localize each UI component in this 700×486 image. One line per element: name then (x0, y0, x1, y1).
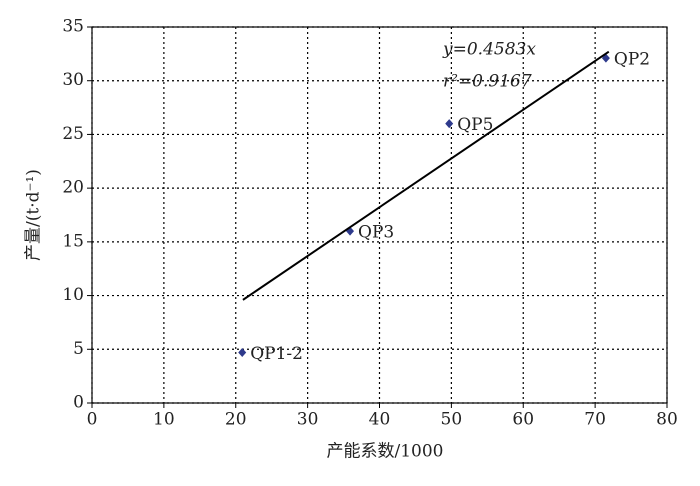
y-tick-label: 25 (62, 124, 84, 144)
x-tick-label: 80 (656, 410, 678, 430)
plot-frame (91, 26, 668, 404)
x-tick-label: 70 (584, 410, 606, 430)
point (445, 119, 454, 129)
point-label: QP2 (614, 50, 650, 70)
y-tick-label: 5 (73, 339, 84, 359)
x-axis-label: 产能系数/1000 (327, 442, 444, 462)
x-tick-label: 20 (225, 410, 247, 430)
y-tick-label: 20 (62, 178, 84, 198)
y-tick-label: 10 (62, 285, 84, 305)
y-axis-label: 产量/(t·d⁻¹) (24, 169, 44, 261)
x-tick-label: 50 (441, 410, 463, 430)
point-label: QP3 (358, 223, 394, 243)
x-tick-label: 60 (512, 410, 534, 430)
point (238, 348, 247, 358)
y-tick-label: 15 (62, 231, 84, 251)
y-tick-label: 0 (73, 393, 84, 413)
y-tick-label: 35 (62, 17, 84, 37)
point-label: QP5 (457, 115, 493, 135)
y-tick-label: 30 (62, 70, 84, 90)
x-tick-label: 0 (87, 410, 98, 430)
equation: y=0.4583x (442, 40, 536, 60)
point-label: QP1-2 (250, 344, 303, 364)
r-squared: r²=0.9167 (443, 72, 532, 92)
x-tick-label: 40 (369, 410, 391, 430)
x-tick-label: 30 (297, 410, 319, 430)
trend-line (242, 50, 610, 301)
x-tick-label: 10 (153, 410, 175, 430)
